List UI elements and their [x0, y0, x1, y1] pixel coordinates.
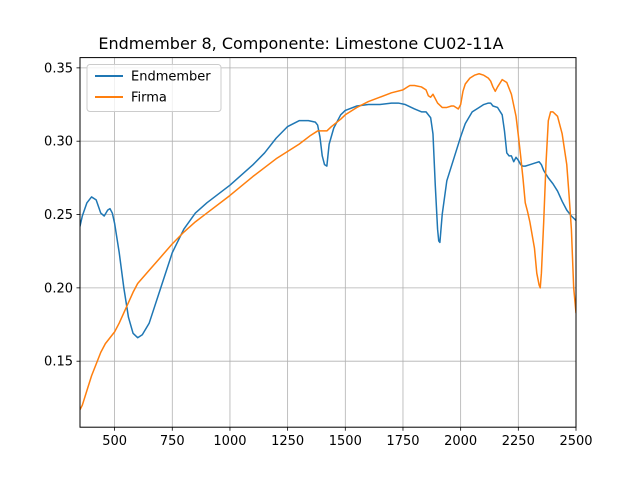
- y-tick-label: 0.25: [44, 208, 73, 223]
- plot-frame: [79, 57, 577, 428]
- x-tick-label: 500: [102, 434, 127, 449]
- legend: Endmember Firma: [86, 64, 222, 112]
- x-tick-label: 1750: [386, 434, 419, 449]
- legend-label-firma: Firma: [131, 91, 167, 106]
- series-line-firma: [80, 72, 576, 411]
- x-tick-label: 1500: [329, 434, 362, 449]
- x-tick-label: 2250: [502, 434, 535, 449]
- y-tick-label: 0.15: [44, 355, 73, 370]
- series-layer: [80, 72, 576, 411]
- legend-label-endmember: Endmember: [131, 70, 211, 85]
- x-tick-label: 1250: [271, 434, 304, 449]
- y-tick-label: 0.35: [44, 61, 73, 76]
- y-tick-label: 0.30: [44, 135, 73, 150]
- chart-title: Endmember 8, Componente: Limestone CU02-…: [98, 34, 503, 53]
- x-tick-label: 2500: [559, 434, 592, 449]
- series-line-endmember: [80, 102, 576, 339]
- x-tick-label: 1000: [213, 434, 246, 449]
- ticks-layer: 500 750 1000 1250 1500 1750 2000 2250 2500 0.15 0.…: [44, 61, 593, 449]
- y-tick-label: 0.20: [44, 281, 73, 296]
- x-tick-label: 750: [160, 434, 185, 449]
- x-tick-label: 2000: [444, 434, 477, 449]
